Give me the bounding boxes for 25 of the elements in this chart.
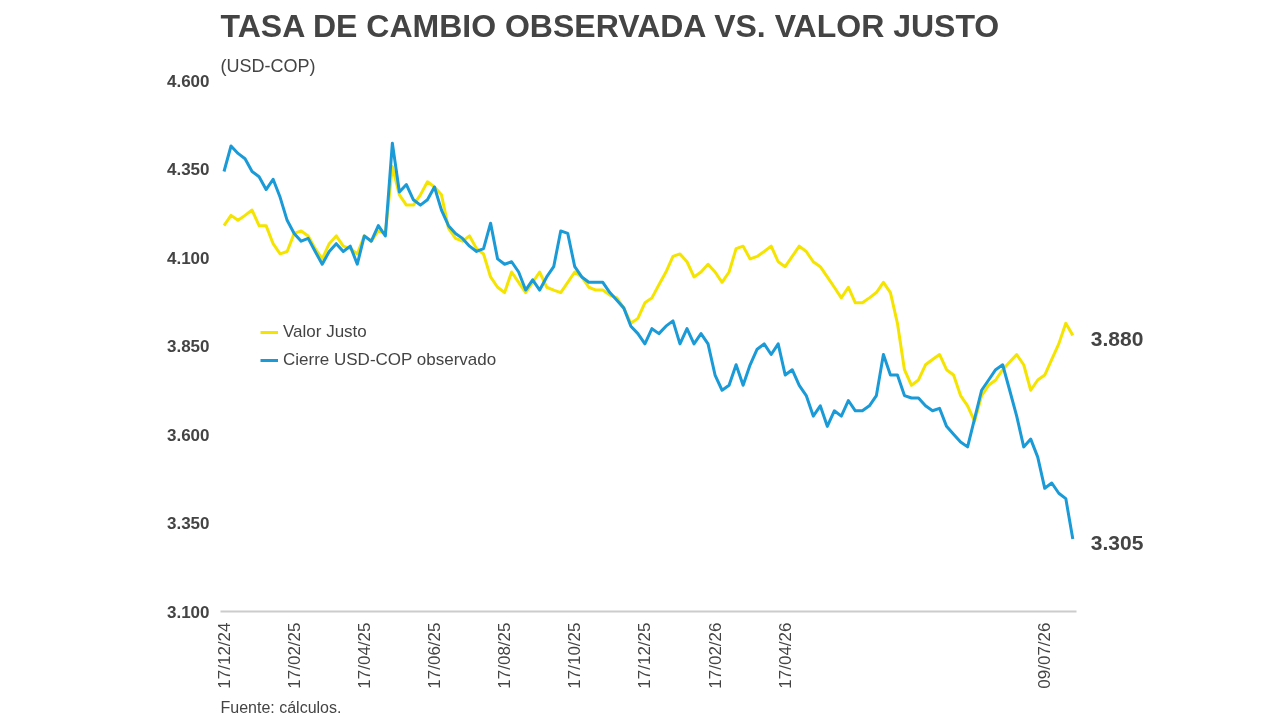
x-tick-label: 17/06/25 [424, 622, 444, 689]
y-tick-label: 4.100 [166, 248, 210, 268]
x-tick-label: 17/08/25 [495, 622, 515, 689]
source-note: Fuente: cálculos. [220, 698, 342, 716]
y-tick-label: 3.350 [166, 514, 210, 533]
x-tick-label: 17/02/25 [284, 622, 304, 689]
line-series [222, 141, 1075, 541]
legend-label: Cierre USD-COP observado [283, 349, 497, 370]
x-tick-label: 17/02/26 [705, 622, 725, 689]
x-tick-label: 17/12/24 [214, 622, 234, 689]
data-label: 3.880 [1090, 327, 1144, 351]
data-label: 3.305 [1090, 530, 1144, 554]
y-tick-label: 3.100 [166, 602, 210, 622]
chart-subtitle: (USD-COP) [220, 55, 316, 76]
x-tick-label: 09/07/26 [1035, 622, 1055, 689]
x-tick-label: 17/04/25 [354, 622, 374, 689]
x-tick-label: 17/12/25 [635, 622, 655, 689]
y-tick-label: 3.600 [166, 425, 210, 445]
legend-label: Valor Justo [283, 321, 367, 342]
x-tick-label: 17/04/26 [775, 622, 795, 689]
y-tick-label: 4.350 [166, 160, 210, 179]
x-tick-label: 17/10/25 [565, 622, 585, 689]
y-tick-label: 3.850 [166, 337, 210, 356]
chart-title: TASA DE CAMBIO OBSERVADA VS. VALOR JUSTO [220, 7, 1000, 44]
y-tick-label: 4.600 [166, 71, 210, 91]
